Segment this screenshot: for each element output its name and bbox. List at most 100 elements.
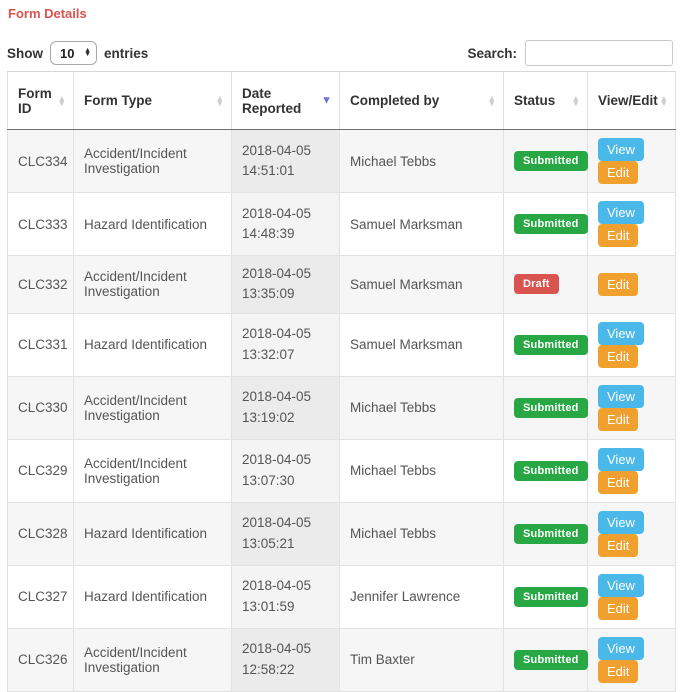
form-id-cell: CLC329 <box>8 439 74 502</box>
form-details-page: Form Details Show 10 entries Search: For… <box>0 0 680 692</box>
table-row: CLC330 Accident/Incident Investigation 2… <box>8 376 676 439</box>
view-button[interactable]: View <box>598 322 644 345</box>
status-badge: Submitted <box>514 398 588 418</box>
date-value: 2018-04-05 <box>242 513 329 533</box>
date-reported-cell: 2018-04-0513:19:02 <box>232 376 340 439</box>
edit-button[interactable]: Edit <box>598 597 638 620</box>
edit-button[interactable]: Edit <box>598 471 638 494</box>
select-spinner-icon <box>84 49 91 57</box>
form-type-cell: Hazard Identification <box>74 313 232 376</box>
status-cell: Submitted <box>504 502 588 565</box>
show-label: Show <box>7 46 43 61</box>
time-value: 13:05:21 <box>242 534 329 554</box>
edit-button[interactable]: Edit <box>598 660 638 683</box>
time-value: 14:51:01 <box>242 161 329 181</box>
form-id-cell: CLC330 <box>8 376 74 439</box>
date-value: 2018-04-05 <box>242 639 329 659</box>
sort-icon <box>58 95 66 105</box>
form-id-cell: CLC331 <box>8 313 74 376</box>
table-row: CLC326 Accident/Incident Investigation 2… <box>8 628 676 691</box>
column-header-status[interactable]: Status <box>504 72 588 130</box>
edit-button[interactable]: Edit <box>598 161 638 184</box>
completed-by-cell: Samuel Marksman <box>340 193 504 256</box>
date-value: 2018-04-05 <box>242 387 329 407</box>
view-button[interactable]: View <box>598 385 644 408</box>
edit-button[interactable]: Edit <box>598 224 638 247</box>
edit-button[interactable]: Edit <box>598 408 638 431</box>
entries-count-value: 10 <box>60 46 74 61</box>
actions-cell: ViewEdit <box>588 193 676 256</box>
column-header-completed-by[interactable]: Completed by <box>340 72 504 130</box>
view-button[interactable]: View <box>598 138 644 161</box>
status-badge: Submitted <box>514 587 588 607</box>
column-label: View/Edit <box>598 93 658 108</box>
column-header-view-edit[interactable]: View/Edit <box>588 72 676 130</box>
actions-cell: Edit <box>588 256 676 314</box>
date-reported-cell: 2018-04-0514:48:39 <box>232 193 340 256</box>
table-row: CLC333 Hazard Identification 2018-04-051… <box>8 193 676 256</box>
view-button[interactable]: View <box>598 574 644 597</box>
sort-icon <box>488 95 496 105</box>
status-cell: Submitted <box>504 130 588 193</box>
sort-icon <box>660 95 668 105</box>
form-type-cell: Hazard Identification <box>74 502 232 565</box>
status-badge: Submitted <box>514 524 588 544</box>
status-cell: Submitted <box>504 439 588 502</box>
date-reported-cell: 2018-04-0513:32:07 <box>232 313 340 376</box>
date-value: 2018-04-05 <box>242 324 329 344</box>
table-body: CLC334 Accident/Incident Investigation 2… <box>8 130 676 692</box>
view-button[interactable]: View <box>598 201 644 224</box>
table-row: CLC331 Hazard Identification 2018-04-051… <box>8 313 676 376</box>
actions-cell: ViewEdit <box>588 376 676 439</box>
date-value: 2018-04-05 <box>242 204 329 224</box>
status-cell: Submitted <box>504 193 588 256</box>
actions-cell: ViewEdit <box>588 439 676 502</box>
table-row: CLC332 Accident/Incident Investigation 2… <box>8 256 676 314</box>
time-value: 13:01:59 <box>242 597 329 617</box>
view-button[interactable]: View <box>598 511 644 534</box>
actions-cell: ViewEdit <box>588 313 676 376</box>
form-type-cell: Hazard Identification <box>74 193 232 256</box>
form-details-table: Form ID Form Type Date Reported Complete… <box>7 71 676 692</box>
time-value: 12:58:22 <box>242 660 329 680</box>
actions-cell: ViewEdit <box>588 502 676 565</box>
column-header-form-id[interactable]: Form ID <box>8 72 74 130</box>
column-label: Date Reported <box>242 86 301 116</box>
view-button[interactable]: View <box>598 448 644 471</box>
date-value: 2018-04-05 <box>242 264 329 284</box>
column-header-form-type[interactable]: Form Type <box>74 72 232 130</box>
edit-button[interactable]: Edit <box>598 273 638 296</box>
actions-cell: ViewEdit <box>588 130 676 193</box>
form-id-cell: CLC328 <box>8 502 74 565</box>
sort-icon <box>216 95 224 105</box>
form-id-cell: CLC334 <box>8 130 74 193</box>
column-header-date-reported[interactable]: Date Reported <box>232 72 340 130</box>
form-type-cell: Accident/Incident Investigation <box>74 628 232 691</box>
entries-length-control: Show 10 entries <box>7 41 148 65</box>
search-label: Search: <box>467 46 517 61</box>
completed-by-cell: Tim Baxter <box>340 628 504 691</box>
table-row: CLC334 Accident/Incident Investigation 2… <box>8 130 676 193</box>
edit-button[interactable]: Edit <box>598 534 638 557</box>
completed-by-cell: Michael Tebbs <box>340 130 504 193</box>
status-cell: Draft <box>504 256 588 314</box>
completed-by-cell: Samuel Marksman <box>340 313 504 376</box>
entries-label: entries <box>104 46 148 61</box>
date-value: 2018-04-05 <box>242 576 329 596</box>
sort-desc-icon <box>321 97 332 104</box>
table-controls: Show 10 entries Search: <box>7 40 673 66</box>
status-badge: Submitted <box>514 650 588 670</box>
form-id-cell: CLC333 <box>8 193 74 256</box>
search-input[interactable] <box>525 40 673 66</box>
view-button[interactable]: View <box>598 637 644 660</box>
status-badge: Submitted <box>514 461 588 481</box>
entries-count-select[interactable]: 10 <box>50 41 97 65</box>
date-reported-cell: 2018-04-0512:58:22 <box>232 628 340 691</box>
date-value: 2018-04-05 <box>242 450 329 470</box>
form-id-cell: CLC332 <box>8 256 74 314</box>
column-label: Status <box>514 93 555 108</box>
time-value: 13:19:02 <box>242 408 329 428</box>
form-type-cell: Accident/Incident Investigation <box>74 130 232 193</box>
column-label: Completed by <box>350 93 439 108</box>
edit-button[interactable]: Edit <box>598 345 638 368</box>
